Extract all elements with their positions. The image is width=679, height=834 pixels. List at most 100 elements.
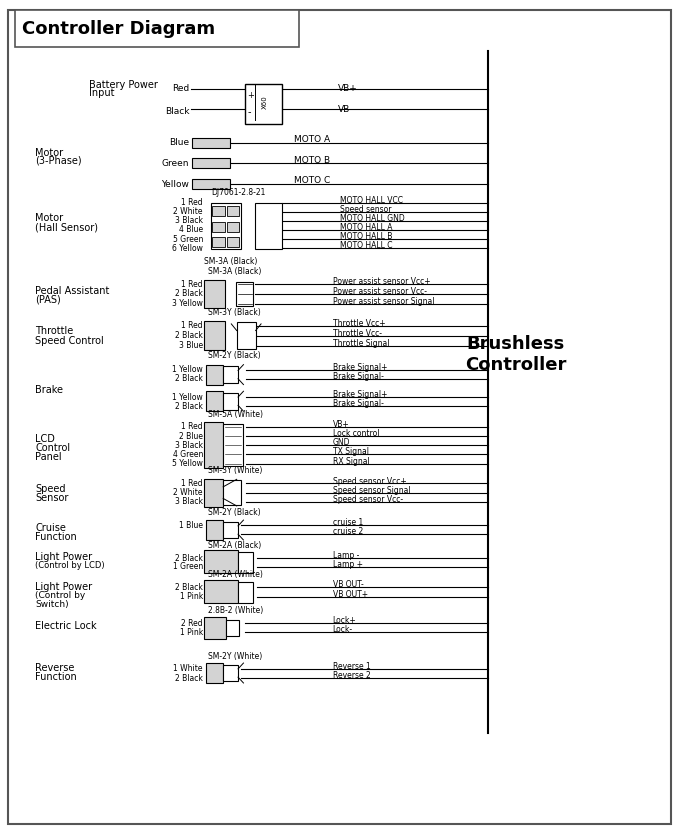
Bar — [227, 222, 240, 232]
Bar — [211, 203, 242, 249]
Text: 2 White: 2 White — [173, 488, 203, 497]
Text: SM-3A (Black): SM-3A (Black) — [208, 267, 261, 276]
Text: Speed: Speed — [35, 485, 66, 495]
Bar — [237, 322, 256, 349]
Text: 2 Black: 2 Black — [175, 374, 203, 384]
Text: 2.8B-2 (White): 2.8B-2 (White) — [208, 605, 263, 615]
Text: 2 White: 2 White — [173, 207, 203, 216]
Text: 1 Red: 1 Red — [181, 423, 203, 431]
Text: VB OUT-: VB OUT- — [333, 580, 363, 590]
Text: (3-Phase): (3-Phase) — [35, 156, 82, 166]
Text: TX Signal: TX Signal — [333, 447, 369, 456]
Text: Reverse: Reverse — [35, 663, 75, 673]
Text: MOTO HALL C: MOTO HALL C — [340, 241, 392, 250]
Text: Lamp -: Lamp - — [333, 551, 359, 560]
Text: Motor: Motor — [35, 148, 63, 158]
Text: Panel: Panel — [35, 452, 62, 462]
Bar — [238, 581, 253, 603]
Text: 2 Black: 2 Black — [175, 402, 203, 410]
Bar — [245, 83, 282, 123]
Text: 1 Red: 1 Red — [181, 321, 203, 330]
Text: Power assist sensor Vcc-: Power assist sensor Vcc- — [333, 287, 426, 296]
Text: Electric Lock: Electric Lock — [35, 620, 97, 631]
Text: 2 Red: 2 Red — [181, 619, 203, 628]
Text: 2 Black: 2 Black — [175, 674, 203, 682]
Text: 1 Yellow: 1 Yellow — [172, 393, 203, 401]
Bar — [192, 179, 230, 189]
Text: Lock-: Lock- — [333, 626, 353, 635]
Text: SM-2Y (White): SM-2Y (White) — [208, 651, 262, 661]
Bar — [204, 280, 225, 308]
Text: 3 Black: 3 Black — [175, 497, 203, 506]
Bar — [223, 480, 241, 505]
Text: (PAS): (PAS) — [35, 294, 61, 304]
Text: MOTO B: MOTO B — [293, 156, 329, 164]
Text: GND: GND — [333, 439, 350, 447]
Text: Reverse 1: Reverse 1 — [333, 662, 371, 671]
Bar — [227, 207, 240, 216]
Text: 4 Green: 4 Green — [172, 450, 203, 459]
Text: MOTO A: MOTO A — [293, 135, 329, 144]
Text: Throttle Vcc+: Throttle Vcc+ — [333, 319, 386, 328]
Bar — [204, 580, 238, 603]
Text: Light Power: Light Power — [35, 581, 92, 591]
Text: Red: Red — [172, 84, 189, 93]
Text: SM-2A (White): SM-2A (White) — [208, 570, 263, 579]
Text: X60: X60 — [262, 95, 268, 109]
Bar — [213, 207, 225, 216]
Text: Input: Input — [90, 88, 115, 98]
Text: MOTO HALL A: MOTO HALL A — [340, 223, 392, 232]
Text: Speed Control: Speed Control — [35, 335, 104, 345]
Text: Function: Function — [35, 672, 77, 682]
Bar — [204, 321, 225, 349]
Text: Brake: Brake — [35, 384, 63, 394]
Text: 3 Yellow: 3 Yellow — [172, 299, 203, 309]
Text: SM-5A (White): SM-5A (White) — [208, 409, 263, 419]
Bar — [204, 422, 223, 468]
Text: 2 Black: 2 Black — [175, 289, 203, 299]
Text: Brake Signal-: Brake Signal- — [333, 372, 384, 381]
Text: Throttle Signal: Throttle Signal — [333, 339, 389, 348]
Text: Speed sensor Vcc+: Speed sensor Vcc+ — [333, 476, 407, 485]
Text: Function: Function — [35, 532, 77, 542]
Text: Lock+: Lock+ — [333, 616, 356, 626]
Bar — [226, 620, 240, 636]
Text: 1 Red: 1 Red — [181, 479, 203, 488]
Bar — [206, 364, 223, 384]
Text: LCD: LCD — [35, 434, 55, 444]
Text: SM-2Y (Black): SM-2Y (Black) — [208, 351, 260, 360]
Text: (Hall Sensor): (Hall Sensor) — [35, 223, 98, 233]
Text: Throttle: Throttle — [35, 325, 73, 335]
Text: Power assist sensor Signal: Power assist sensor Signal — [333, 297, 435, 306]
Text: 2 Blue: 2 Blue — [179, 432, 203, 440]
Text: Controller Diagram: Controller Diagram — [22, 20, 215, 38]
Text: (Control by: (Control by — [35, 591, 86, 600]
Text: 1 Pink: 1 Pink — [180, 628, 203, 637]
Text: -: - — [248, 107, 251, 117]
Text: 2 Black: 2 Black — [175, 554, 203, 563]
Text: Control: Control — [35, 443, 71, 453]
Text: 1 White: 1 White — [173, 665, 203, 673]
Bar — [204, 479, 223, 507]
Text: Switch): Switch) — [35, 600, 69, 610]
Text: 3 Black: 3 Black — [175, 216, 203, 225]
Text: 2 Black: 2 Black — [175, 583, 203, 592]
Text: cruise 2: cruise 2 — [333, 527, 363, 536]
Text: Speed sensor Signal: Speed sensor Signal — [333, 485, 410, 495]
Text: Sensor: Sensor — [35, 494, 69, 504]
Text: Light Power: Light Power — [35, 551, 92, 561]
Text: 4 Blue: 4 Blue — [179, 225, 203, 234]
Text: 1 Yellow: 1 Yellow — [172, 365, 203, 374]
Text: VB OUT+: VB OUT+ — [333, 590, 368, 599]
Text: Power assist sensor Vcc+: Power assist sensor Vcc+ — [333, 277, 430, 286]
Text: 2 Black: 2 Black — [175, 331, 203, 340]
Text: Yellow: Yellow — [162, 180, 189, 188]
Text: 1 Blue: 1 Blue — [179, 520, 203, 530]
Bar — [15, 10, 299, 47]
Text: cruise 1: cruise 1 — [333, 518, 363, 527]
Text: Throttle Vcc-: Throttle Vcc- — [333, 329, 382, 338]
Text: 1 Green: 1 Green — [172, 562, 203, 571]
Text: 1 Red: 1 Red — [181, 198, 203, 207]
Bar — [192, 138, 230, 148]
Text: SM-3A (Black): SM-3A (Black) — [204, 257, 257, 265]
